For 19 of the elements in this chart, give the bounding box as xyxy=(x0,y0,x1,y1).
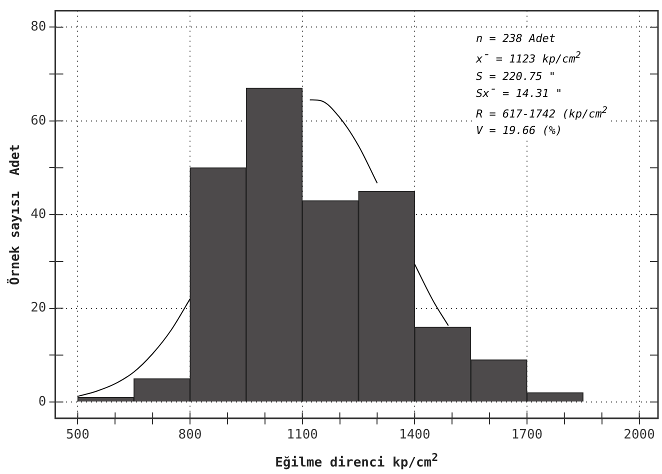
y-tick-label: 0 xyxy=(38,394,46,410)
annotation: V = 19.66 (%) xyxy=(476,123,564,140)
annotation: R = 617-1742 (kp/cm$^{2}$ xyxy=(476,104,608,122)
y-tick-label: 60 xyxy=(30,113,46,128)
y-tick-label: 80 xyxy=(30,20,46,35)
x-tick-label: 800 xyxy=(178,428,202,443)
x-tick-label: 1700 xyxy=(511,428,543,443)
y-axis-title: Örnek sayısı Adet xyxy=(6,144,24,286)
annotation: n = 238 Adet xyxy=(476,31,556,47)
y-tick-label: 20 xyxy=(30,300,46,316)
x-tick-label: 1100 xyxy=(286,428,318,443)
x-tick-label: 2000 xyxy=(624,428,655,443)
y-tick-label: 40 xyxy=(30,206,46,222)
annotation: Sx̄ = 14.31 " xyxy=(476,86,564,102)
x-axis-title: Eğilme direnci kp/cm$^{2}$ xyxy=(275,450,438,470)
x-tick-label: 1400 xyxy=(399,428,430,443)
annotation: S = 220.75 " xyxy=(476,68,556,85)
x-tick-label: 500 xyxy=(66,428,90,443)
annotation: x̄ = 1123 kp/cm$^{2}$ xyxy=(476,49,582,68)
